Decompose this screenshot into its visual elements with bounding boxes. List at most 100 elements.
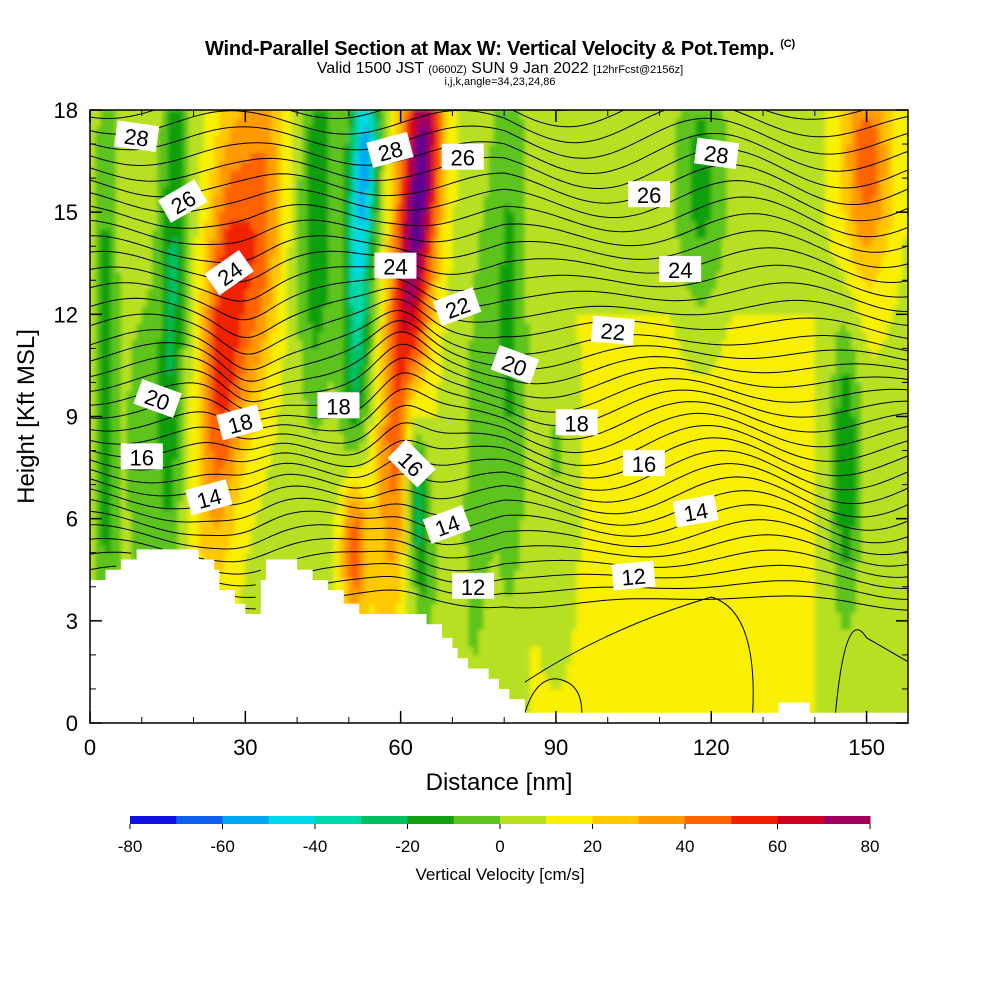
- field-cell: [146, 407, 153, 418]
- field-cell: [390, 586, 397, 596]
- field-cell: [90, 382, 96, 392]
- field-cell: [343, 229, 350, 239]
- field-cell: [126, 246, 133, 256]
- field-cell: [317, 322, 324, 332]
- field-cell: [110, 203, 117, 213]
- field-cell: [183, 254, 189, 264]
- field-cell: [110, 169, 117, 179]
- field-cell: [436, 416, 443, 426]
- field-cell: [198, 220, 205, 230]
- field-cell: [338, 271, 345, 281]
- field-cell: [395, 484, 402, 494]
- field-cell: [302, 373, 309, 384]
- field-cell: [421, 305, 428, 315]
- field-cell: [90, 246, 96, 256]
- field-cell: [343, 569, 350, 579]
- field-cell: [255, 331, 262, 341]
- field-cell: [281, 535, 288, 545]
- field-cell: [348, 331, 355, 341]
- field-cell: [328, 152, 334, 162]
- field-cell: [348, 305, 355, 315]
- field-cell: [131, 229, 138, 239]
- field-cell: [266, 178, 272, 188]
- field-cell: [317, 144, 324, 154]
- field-cell: [297, 246, 303, 256]
- field-cell: [291, 433, 298, 443]
- field-cell: [369, 356, 376, 367]
- field-cell: [255, 373, 262, 384]
- field-cell: [405, 476, 412, 486]
- field-cell: [188, 535, 195, 545]
- field-cell: [364, 271, 371, 281]
- field-cell: [255, 169, 262, 179]
- field-cell: [250, 127, 257, 137]
- field-cell: [442, 220, 448, 230]
- field-cell: [385, 390, 391, 401]
- field-cell: [100, 535, 107, 545]
- field-cell: [162, 348, 169, 358]
- field-cell: [281, 552, 288, 562]
- field-cell: [343, 169, 350, 179]
- field-cell: [250, 493, 257, 503]
- field-cell: [322, 535, 329, 545]
- field-cell: [214, 390, 221, 401]
- field-cell: [421, 365, 428, 375]
- field-cell: [447, 501, 454, 511]
- field-cell: [297, 212, 303, 222]
- field-cell: [229, 144, 236, 154]
- field-cell: [312, 339, 319, 349]
- field-cell: [198, 263, 205, 273]
- field-cell: [328, 212, 334, 222]
- field-cell: [286, 212, 293, 222]
- field-cell: [126, 467, 133, 477]
- field-cell: [152, 356, 158, 367]
- field-cell: [224, 110, 231, 120]
- field-cell: [291, 425, 298, 435]
- field-cell: [416, 407, 422, 418]
- field-cell: [234, 144, 241, 154]
- field-cell: [312, 161, 319, 171]
- field-cell: [442, 288, 448, 298]
- field-cell: [172, 510, 179, 520]
- field-cell: [121, 527, 127, 537]
- field-cell: [343, 254, 350, 264]
- field-cell: [405, 314, 412, 324]
- field-cell: [343, 237, 350, 247]
- field-cell: [126, 305, 133, 315]
- field-cell: [188, 442, 195, 452]
- field-cell: [333, 127, 340, 137]
- field-cell: [431, 467, 438, 477]
- field-cell: [105, 425, 112, 435]
- field-cell: [348, 510, 355, 520]
- field-cell: [266, 220, 272, 230]
- field-cell: [348, 288, 355, 298]
- field-cell: [317, 280, 324, 290]
- field-cell: [364, 467, 371, 477]
- field-cell: [100, 186, 107, 196]
- field-cell: [281, 186, 288, 196]
- field-cell: [410, 178, 417, 188]
- field-cell: [333, 493, 340, 503]
- field-cell: [348, 152, 355, 162]
- field-cell: [131, 322, 138, 332]
- field-cell: [271, 288, 277, 298]
- field-cell: [271, 467, 277, 477]
- field-cell: [255, 280, 262, 290]
- field-cell: [426, 603, 433, 613]
- field-cell: [95, 280, 101, 290]
- field-cell: [172, 450, 179, 460]
- field-cell: [343, 195, 350, 205]
- field-cell: [317, 237, 324, 247]
- field-cell: [245, 195, 252, 205]
- field-cell: [307, 118, 314, 128]
- field-cell: [348, 237, 355, 247]
- field-cell: [291, 110, 298, 120]
- field-cell: [240, 203, 246, 213]
- field-cell: [146, 476, 153, 486]
- field-cell: [260, 407, 267, 418]
- field-cell: [121, 110, 127, 120]
- field-cell: [426, 271, 433, 281]
- field-cell: [183, 459, 189, 469]
- field-cell: [157, 178, 164, 188]
- field-cell: [183, 390, 189, 401]
